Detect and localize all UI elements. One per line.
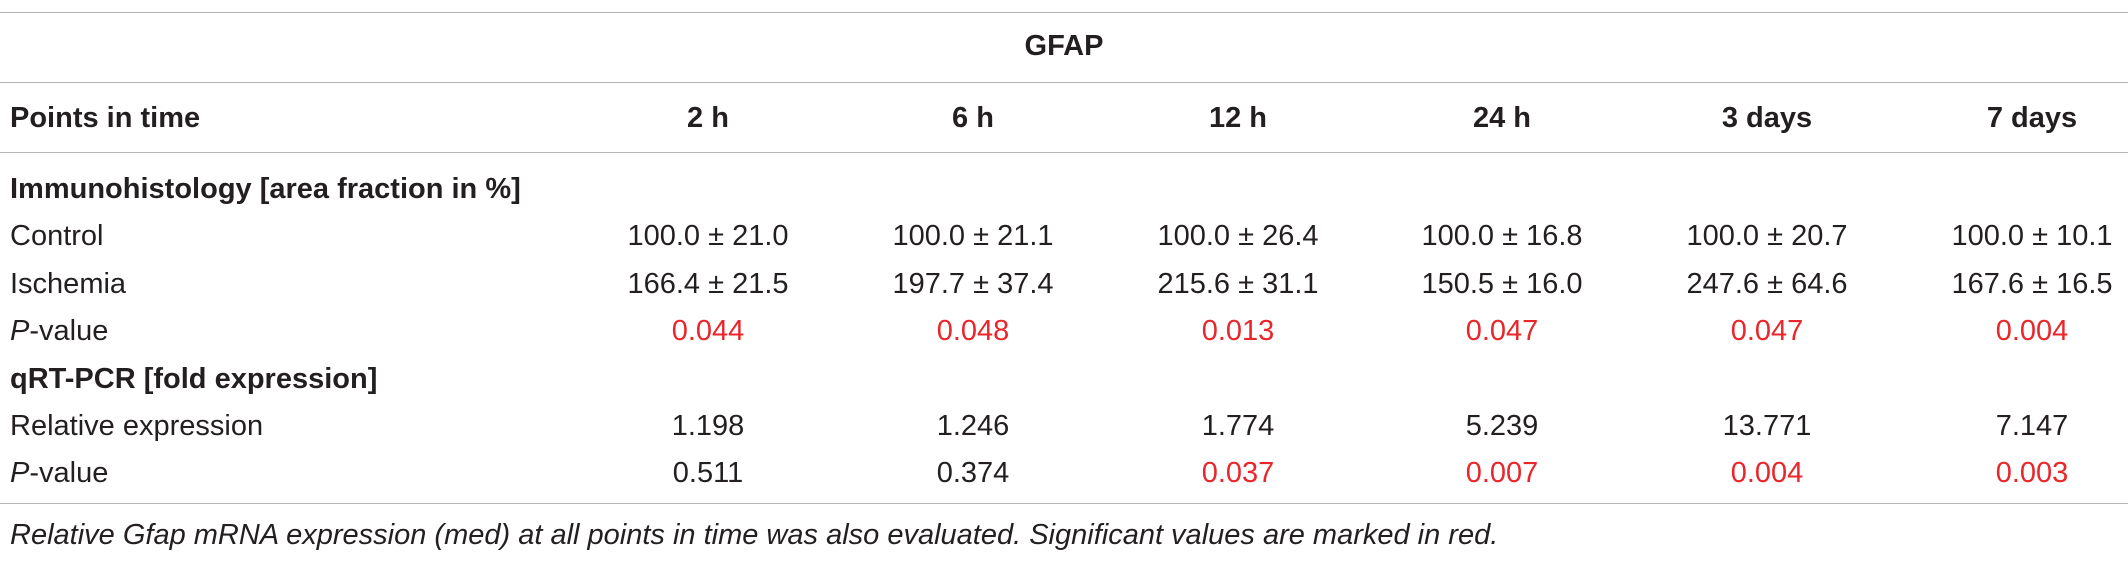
row-label-relative-expression: Relative expression [10, 410, 264, 442]
table-top-rule [0, 12, 2128, 13]
cell-relexp-7days: 7.147 [1995, 410, 2069, 442]
p-italic: P [10, 457, 30, 489]
cell-pvalue-ihc-3days: 0.047 [1730, 315, 1804, 347]
cell-ischemia-24h: 150.5 ± 16.0 [1421, 268, 1583, 300]
header-label: Points in time [10, 102, 201, 134]
cell-ischemia-12h: 215.6 ± 31.1 [1157, 268, 1319, 300]
row-label-control: Control [10, 220, 104, 252]
cell-relexp-12h: 1.774 [1201, 410, 1275, 442]
title-rule [0, 82, 2128, 83]
p-value-suffix: -value [29, 315, 109, 347]
cell-pvalue-ihc-12h: 0.013 [1201, 315, 1275, 347]
cell-pvalue-ihc-2h: 0.044 [671, 315, 745, 347]
cell-ischemia-3days: 247.6 ± 64.6 [1686, 268, 1848, 300]
cell-pvalue-pcr-7days: 0.003 [1995, 457, 2069, 489]
header-col-7days: 7 days [1986, 102, 2078, 134]
cell-pvalue-pcr-12h: 0.037 [1201, 457, 1275, 489]
header-rule [0, 152, 2128, 153]
cell-control-7days: 100.0 ± 10.1 [1951, 220, 2113, 252]
section-heading-qrtpcr: qRT-PCR [fold expression] [10, 363, 378, 395]
row-label-ischemia: Ischemia [10, 268, 127, 300]
row-label-p-value-pcr: P-value [10, 455, 108, 491]
cell-relexp-3days: 13.771 [1722, 410, 1812, 442]
cell-pvalue-ihc-7days: 0.004 [1995, 315, 2069, 347]
cell-ischemia-6h: 197.7 ± 37.4 [892, 268, 1054, 300]
header-col-6h: 6 h [952, 102, 994, 134]
header-col-24h: 24 h [1472, 102, 1532, 134]
cell-pvalue-ihc-6h: 0.048 [936, 315, 1010, 347]
p-italic: P [10, 315, 30, 347]
table-footnote: Relative Gfap mRNA expression (med) at a… [10, 519, 1499, 551]
cell-relexp-24h: 5.239 [1465, 410, 1539, 442]
cell-control-2h: 100.0 ± 21.0 [627, 220, 789, 252]
cell-pvalue-pcr-2h: 0.511 [672, 457, 744, 489]
cell-pvalue-pcr-24h: 0.007 [1465, 457, 1539, 489]
cell-relexp-2h: 1.198 [671, 410, 745, 442]
cell-control-12h: 100.0 ± 26.4 [1157, 220, 1319, 252]
p-value-suffix: -value [29, 457, 109, 489]
section-heading-immunohistology: Immunohistology [area fraction in %] [10, 173, 521, 205]
cell-ischemia-2h: 166.4 ± 21.5 [627, 268, 789, 300]
cell-control-24h: 100.0 ± 16.8 [1421, 220, 1583, 252]
cell-control-6h: 100.0 ± 21.1 [892, 220, 1054, 252]
cell-pvalue-ihc-24h: 0.047 [1465, 315, 1539, 347]
header-col-3days: 3 days [1721, 102, 1813, 134]
header-col-12h: 12 h [1208, 102, 1268, 134]
table-title: GFAP [1024, 30, 1104, 62]
cell-control-3days: 100.0 ± 20.7 [1686, 220, 1848, 252]
cell-pvalue-pcr-3days: 0.004 [1730, 457, 1804, 489]
header-col-2h: 2 h [687, 102, 729, 134]
cell-pvalue-pcr-6h: 0.374 [936, 457, 1010, 489]
cell-relexp-6h: 1.246 [936, 410, 1010, 442]
table-bottom-rule [0, 503, 2128, 504]
row-label-p-value-ihc: P-value [10, 313, 108, 349]
cell-ischemia-7days: 167.6 ± 16.5 [1951, 268, 2113, 300]
